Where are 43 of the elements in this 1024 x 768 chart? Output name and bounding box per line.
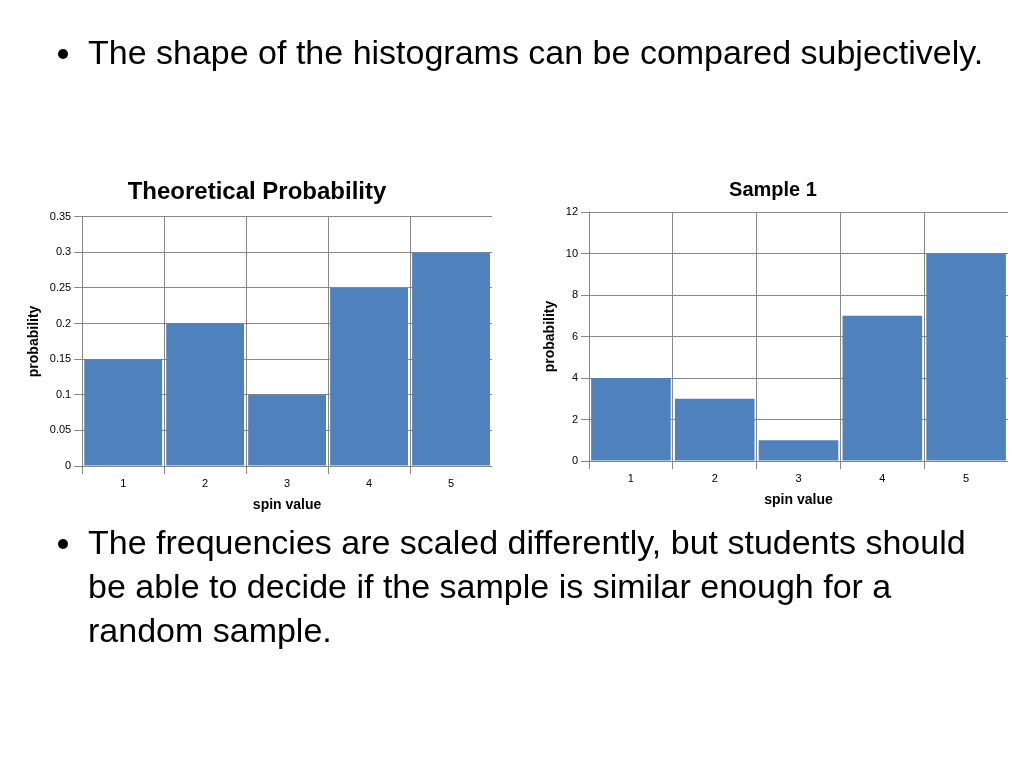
y-tick-label: 0.15: [49, 352, 72, 365]
text: The shape of the histograms can be compared subjectively.: [88, 32, 984, 73]
y-tick-label: 0.2: [55, 316, 72, 329]
x-tick-label: 2: [202, 476, 209, 489]
x-tick-label: 2: [711, 471, 718, 484]
y-tick-label: 10: [565, 246, 579, 259]
y-tick-label: 0.25: [49, 281, 72, 294]
text: The frequencies are scaled differently, but students should be able to decide if the sample is similar enough for a random sample.: [88, 522, 967, 651]
y-tick-label: 0.1: [55, 387, 72, 400]
x-tick-label: 1: [627, 471, 634, 484]
bar: [926, 253, 1006, 461]
x-tick-label: 4: [879, 471, 886, 484]
bar: [84, 359, 163, 466]
x-tick-label: 1: [120, 476, 127, 489]
y-tick-label: 0: [571, 454, 579, 467]
bar: [758, 440, 839, 461]
bar: [674, 398, 755, 461]
x-tick-label: 5: [447, 476, 455, 489]
x-axis-title: spin value: [764, 491, 833, 508]
bar: [842, 315, 923, 461]
chart-title: Theoretical Probability: [127, 177, 388, 205]
chart-title: Sample 1: [729, 177, 817, 200]
y-tick-label: 0.05: [49, 423, 72, 436]
x-tick-label: 3: [795, 471, 802, 484]
x-tick-label: 5: [963, 471, 970, 484]
y-tick-label: 0: [65, 459, 72, 472]
y-tick-label: 8: [571, 288, 579, 301]
x-tick-label: 3: [284, 476, 291, 489]
y-tick-label: 0.3: [55, 245, 72, 258]
y-tick-label: 0.35: [49, 209, 72, 222]
y-tick-label: 2: [571, 412, 579, 425]
bar: [248, 394, 327, 466]
bar: [591, 378, 671, 461]
y-axis-title: probability: [541, 300, 558, 373]
x-axis-title: spin value: [252, 496, 322, 513]
y-axis-title: probability: [25, 305, 42, 378]
bar: [166, 323, 245, 466]
y-tick-label: 4: [571, 371, 579, 384]
y-tick-label: 12: [565, 205, 579, 218]
y-tick-label: 6: [571, 329, 579, 342]
x-tick-label: 4: [366, 476, 373, 489]
bar: [330, 288, 408, 466]
bar: [412, 252, 490, 466]
